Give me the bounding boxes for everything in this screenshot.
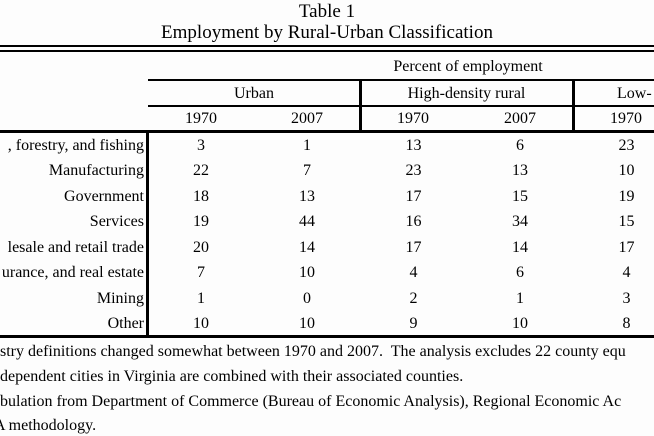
cell-value: 22 — [193, 162, 209, 179]
cell-value: 15 — [618, 213, 635, 230]
header-vertical-divider — [358, 79, 362, 132]
cell-value: 6 — [516, 264, 524, 281]
row-label: Government — [64, 187, 144, 205]
year-header: 1970 — [185, 110, 217, 127]
header-vertical-divider — [571, 79, 575, 132]
cell-value: 4 — [622, 264, 631, 281]
cell-value: 14 — [299, 238, 315, 256]
table-source-line: bulation from Department of Commerce (Bu… — [0, 392, 622, 410]
cell-value: 17 — [618, 238, 635, 256]
stub-vertical-divider — [145, 129, 149, 338]
table-row: urance, and real estate 7 10 4 6 4 — [0, 260, 654, 286]
row-label: Other — [107, 315, 144, 332]
row-label: urance, and real estate — [1, 264, 144, 281]
cell-value: 20 — [193, 238, 209, 256]
cell-value: 9 — [409, 315, 418, 332]
cell-value: 10 — [299, 264, 315, 281]
cell-value: 14 — [512, 238, 528, 256]
cell-value: 19 — [618, 187, 635, 205]
cell-value: 0 — [303, 289, 311, 307]
table-number-title: Table 1 — [298, 1, 356, 22]
cell-value: 23 — [618, 136, 635, 154]
table-row: Manufacturing 22 7 23 13 10 — [0, 158, 654, 184]
cell-value: 7 — [197, 264, 205, 281]
cell-value: 3 — [197, 136, 205, 154]
cell-value: 34 — [512, 213, 528, 230]
cell-value: 44 — [299, 213, 315, 230]
row-label: lesale and retail trade — [7, 238, 144, 256]
cell-value: 23 — [405, 162, 422, 179]
year-header: 1970 — [397, 110, 429, 127]
group-header-high-density-rural: High-density rural — [407, 85, 526, 102]
table-note-line: stry definitions changed somewhat betwee… — [0, 343, 626, 360]
table-row: Services 19 44 16 34 15 — [0, 209, 654, 235]
table-note-line: dependent cities in Virginia are combine… — [0, 368, 464, 385]
cell-value: 10 — [618, 162, 635, 179]
cell-value: 2 — [409, 289, 418, 307]
cell-value: 13 — [299, 187, 315, 205]
cell-value: 18 — [193, 187, 209, 205]
cell-value: 1 — [516, 289, 524, 307]
cell-value: 17 — [405, 187, 422, 205]
group-header-underline-rule — [148, 105, 654, 107]
spanner-underline-rule — [148, 78, 654, 81]
table-row: Government 18 13 17 15 19 — [0, 184, 654, 210]
cell-value: 13 — [512, 162, 528, 179]
table-source-line: A methodology. — [0, 416, 97, 434]
body-bottom-rule — [0, 334, 654, 338]
column-spanner-heading: Percent of employment — [393, 58, 543, 75]
cell-value: 1 — [303, 136, 311, 154]
table-body: , forestry, and fishing 3 1 13 6 23 Manu… — [0, 133, 654, 337]
cell-value: 15 — [512, 187, 528, 205]
year-header: 2007 — [291, 110, 323, 127]
cell-value: 6 — [516, 136, 524, 154]
row-label: , forestry, and fishing — [7, 136, 144, 154]
group-header-low-density-rural: Low- — [617, 85, 652, 102]
group-header-urban: Urban — [234, 85, 274, 102]
cell-value: 17 — [405, 238, 422, 256]
table-row: Other 10 10 9 10 8 — [0, 311, 654, 337]
cell-value: 3 — [622, 289, 631, 307]
cell-value: 7 — [303, 162, 311, 179]
cell-value: 19 — [193, 213, 209, 230]
row-label: Manufacturing — [48, 162, 144, 179]
cell-value: 1 — [197, 289, 205, 307]
table-row: Mining 1 0 2 1 3 — [0, 286, 654, 312]
cell-value: 10 — [299, 315, 315, 332]
table-row: lesale and retail trade 20 14 17 14 17 — [0, 235, 654, 261]
table-title: Employment by Rural-Urban Classification — [161, 22, 493, 43]
top-double-rule — [0, 45, 654, 52]
cell-value: 16 — [405, 213, 422, 230]
cell-value: 10 — [193, 315, 209, 332]
year-header: 2007 — [504, 110, 536, 127]
cell-value: 13 — [405, 136, 422, 154]
cell-value: 10 — [512, 315, 528, 332]
table-row: , forestry, and fishing 3 1 13 6 23 — [0, 133, 654, 159]
cell-value: 4 — [409, 264, 418, 281]
year-header: 1970 — [610, 110, 642, 127]
header-body-separator-rule — [0, 129, 654, 133]
row-label: Services — [89, 213, 144, 230]
cell-value: 8 — [622, 315, 631, 332]
row-label: Mining — [96, 289, 144, 307]
